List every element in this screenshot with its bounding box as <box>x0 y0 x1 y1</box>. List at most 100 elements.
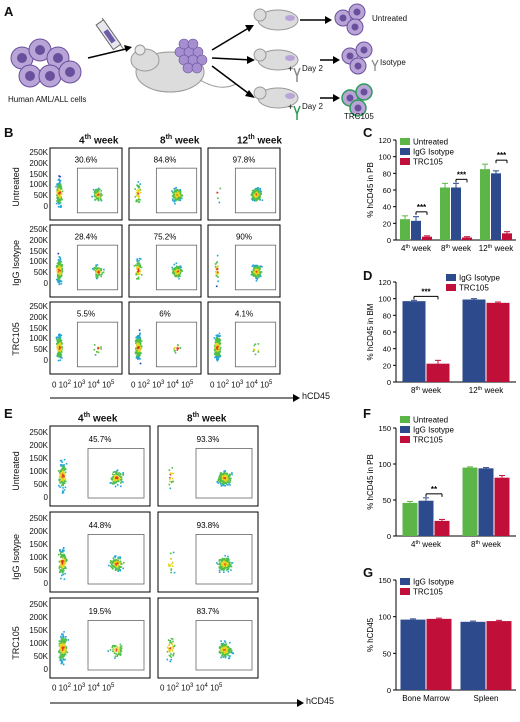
flow-plot-e-r3-c1: 19.5% <box>49 597 151 679</box>
panel-label-e: E <box>4 406 13 421</box>
gate-percentage: 90% <box>236 232 252 241</box>
legend-swatch <box>400 578 410 585</box>
category-label: 12th week <box>469 386 504 395</box>
chart-d: 0 20 40 60 80 100 120 % hCD45 in BM 8th week *** 1… <box>366 274 516 395</box>
bar-untreated <box>440 187 450 240</box>
gate-percentage: 84.8% <box>154 155 177 164</box>
gate-percentage: 93.8% <box>197 521 220 530</box>
chart-c: 0 20 40 60 80 100 120 % hCD45 in PB 4th week *** 8… <box>366 136 516 253</box>
significance-stars: ** <box>431 485 438 494</box>
col-header-12th-week: 12th week <box>237 134 282 147</box>
gate-box <box>195 620 253 671</box>
bar-trc105 <box>462 237 472 240</box>
y-tick-label: 50 <box>383 649 391 658</box>
legend-swatch <box>446 274 456 281</box>
y-tick-label: 100 <box>378 295 391 304</box>
y-axis-label: % hCD45 in BM <box>366 303 375 360</box>
bar-trc105 <box>486 621 512 690</box>
y-tick-label: 120 <box>378 278 391 287</box>
bar-trc105 <box>502 233 512 240</box>
bar-igg-isotype <box>460 621 486 690</box>
y-tick-label: 0 <box>387 532 391 541</box>
bar-trc105 <box>486 302 510 382</box>
bar-igg-isotype <box>411 220 421 240</box>
legend-swatch <box>400 148 410 155</box>
category-label: 8th week <box>441 244 472 253</box>
y-tick-label: 0 <box>387 378 391 387</box>
col-header-e-8th-week: 8th week <box>187 412 227 425</box>
flow-plots-e: 45.7% 93.3% 44.8% 93.8% 19.5% 83.7% <box>49 425 304 707</box>
col-header-4th-week: 4th week <box>79 134 119 147</box>
col-header-8th-week: 8th week <box>160 134 200 147</box>
bar-trc105 <box>494 477 510 536</box>
flow-plot-b-r1-c3: 97.8% <box>207 147 281 221</box>
gate-box <box>87 447 145 499</box>
col-header-e-4th-week: 4th week <box>78 412 118 425</box>
panel-label-b: B <box>4 125 14 140</box>
tumor-cluster-icon <box>174 38 208 74</box>
bar-trc105 <box>426 618 452 690</box>
x-axis-label-e: hCD45 <box>306 696 335 706</box>
flow-plot-b-r1-c2: 84.8% <box>128 147 202 221</box>
legend-label: TRC105 <box>459 284 489 293</box>
bar-untreated <box>462 467 478 536</box>
y-tick-label: 100 <box>378 460 391 469</box>
flow-plot-e-r2-c1: 44.8% <box>49 511 151 593</box>
significance-stars: *** <box>497 151 507 160</box>
significance-stars: *** <box>417 203 427 212</box>
bar-igg-isotype <box>418 500 434 536</box>
panel-a-schematic <box>10 3 379 120</box>
significance-stars: *** <box>457 170 467 179</box>
panel-label-d: D <box>363 268 373 283</box>
y-axis-label: % hCD45 <box>366 617 375 652</box>
gate-box <box>234 244 277 291</box>
y-tick-label: 20 <box>383 219 391 228</box>
legend-swatch <box>400 436 410 443</box>
x-ticks-e-col2: 0 102 103 104 105 <box>160 683 223 693</box>
y-tick-label: 80 <box>383 311 391 320</box>
gate-percentage: 4.1% <box>235 309 253 318</box>
y-tick-label: 100 <box>378 153 391 162</box>
x-ticks-b-col3: 0 102 103 104 105 <box>210 380 273 390</box>
gate-percentage: 6% <box>159 309 171 318</box>
legend-label: TRC105 <box>413 436 443 445</box>
isotype-antibody-icon <box>293 67 301 82</box>
y-tick-label: 100 <box>378 613 391 622</box>
y-tick-label: 0 <box>387 686 391 695</box>
bar-igg-isotype <box>402 301 426 382</box>
flow-plot-b-r2-c1: 28.4% <box>49 224 123 298</box>
panel-label-f: F <box>363 406 371 421</box>
bar-untreated <box>400 219 410 240</box>
y-tick-label: 150 <box>378 576 391 585</box>
y-tick-label: 40 <box>383 345 391 354</box>
gate-box <box>155 244 198 291</box>
legend-swatch <box>446 284 456 291</box>
legend-label: TRC105 <box>413 588 443 597</box>
gate-box <box>87 534 145 585</box>
y-tick-label: 120 <box>378 136 391 145</box>
category-label: 8th week <box>411 386 442 395</box>
category-label: 4th week <box>401 244 432 253</box>
syringe-icon <box>95 17 125 51</box>
flow-plot-e-r1-c1: 45.7% <box>49 425 151 507</box>
trc105-antibody-icon <box>293 105 301 120</box>
bar-igg-isotype <box>478 468 494 536</box>
y-axis-label: % hCD45 in PB <box>366 162 375 218</box>
gate-box <box>234 321 277 368</box>
legend-label: IgG Isotype <box>413 426 454 435</box>
bar-igg-isotype <box>451 187 461 240</box>
gate-box <box>76 321 119 368</box>
gate-box <box>76 167 119 214</box>
flow-plot-b-r2-c3: 90% <box>207 224 281 298</box>
outcome-untreated-label: Untreated <box>372 14 408 23</box>
outcome-trc105-label: TRC105 <box>344 112 374 121</box>
flow-plot-b-r1-c1: 30.6% <box>49 147 123 221</box>
flow-plots-b: 30.6% 84.8% 97.8% 28.4% 75.2% 90% 5.5% 6% 4.1% <box>49 147 300 402</box>
panel-label-g: G <box>363 565 374 580</box>
gate-box <box>195 447 253 499</box>
x-axis-label-b: hCD45 <box>302 391 331 401</box>
gate-percentage: 83.7% <box>197 607 220 616</box>
x-ticks-b-col2: 0 102 103 104 105 <box>131 380 194 390</box>
